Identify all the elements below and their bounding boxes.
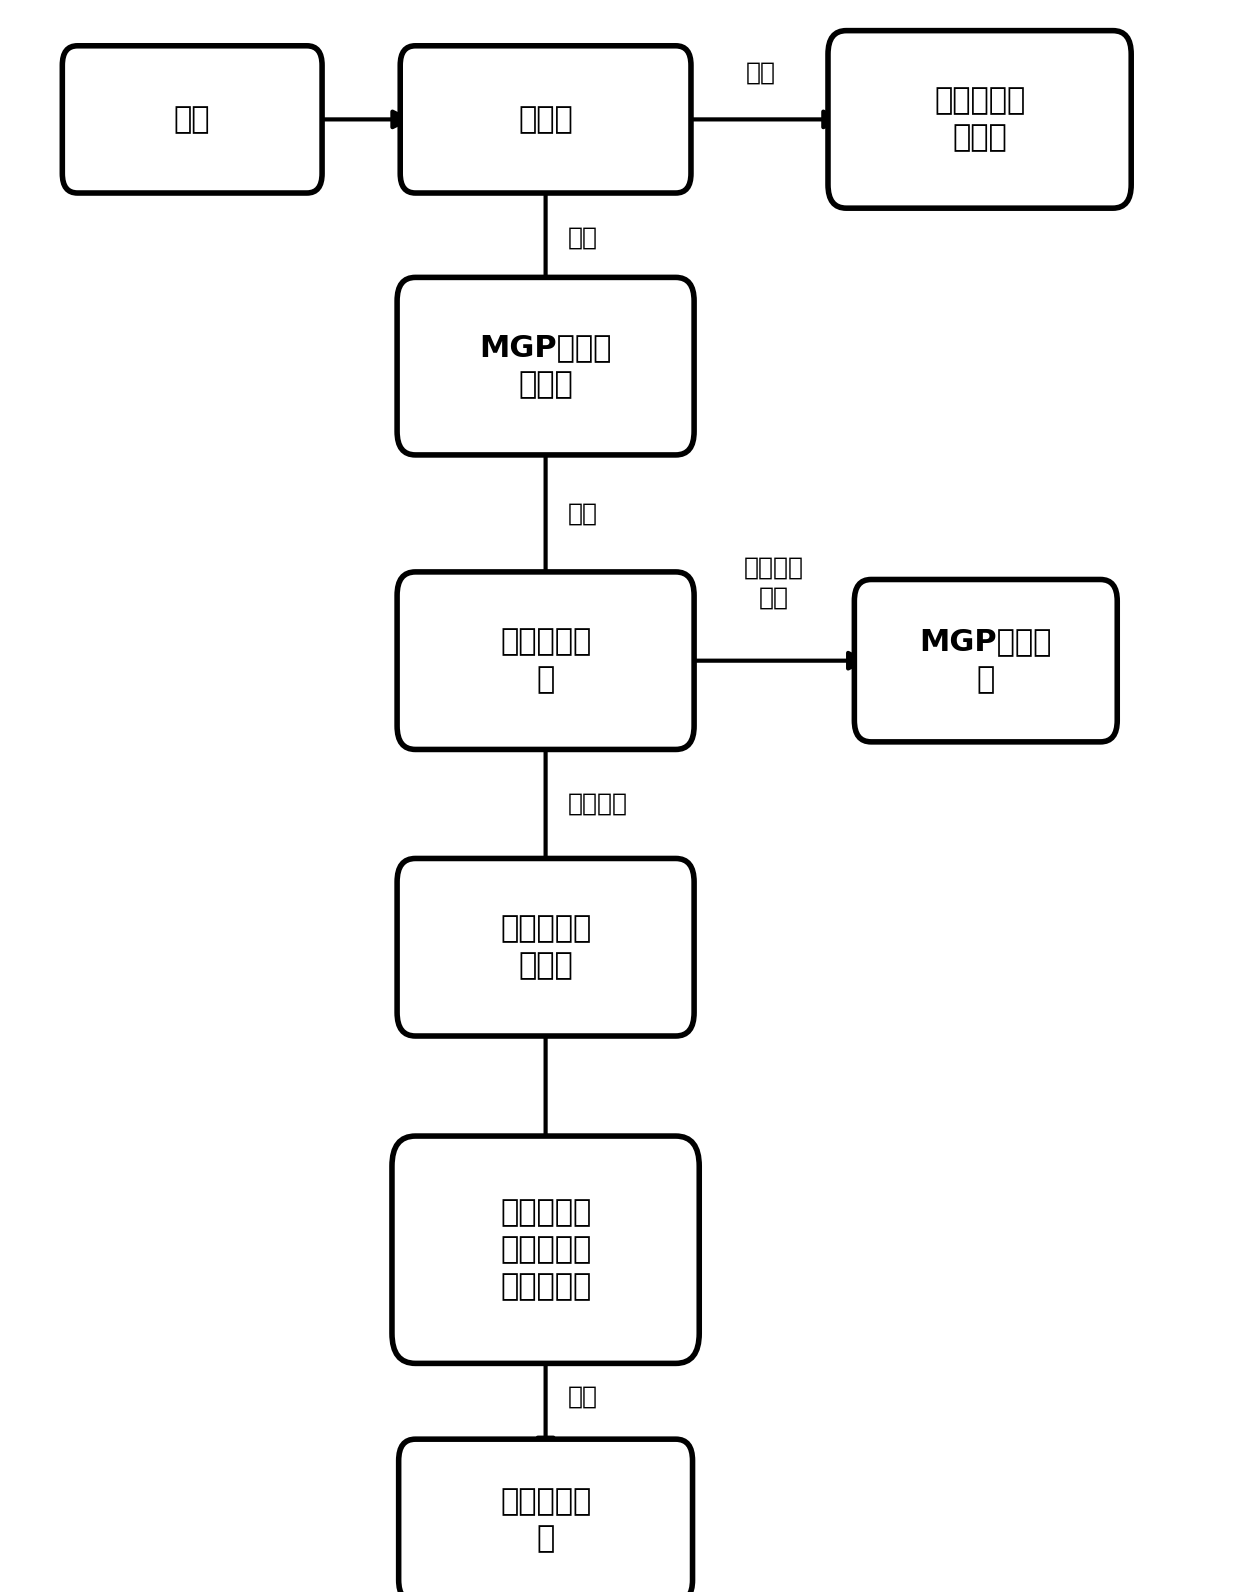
Text: MGP同步转
速运行: MGP同步转 速运行 [480,333,611,400]
Text: 测量测点电
压波形: 测量测点电 压波形 [500,914,591,981]
FancyBboxPatch shape [62,46,322,193]
Text: 分析: 分析 [568,1385,598,1409]
Text: 不同工况: 不同工况 [568,791,627,817]
Text: 检测: 检测 [568,501,598,525]
FancyBboxPatch shape [854,579,1117,742]
Text: 功率反馈控
制装置: 功率反馈控 制装置 [934,86,1025,153]
Text: 启动: 启动 [174,105,211,134]
FancyBboxPatch shape [399,1439,692,1592]
Text: 变频器: 变频器 [518,105,573,134]
FancyBboxPatch shape [401,46,691,193]
Text: 驱动: 驱动 [568,224,598,250]
Text: 满足并网
条件: 满足并网 条件 [744,556,804,610]
FancyBboxPatch shape [828,30,1131,209]
FancyBboxPatch shape [392,1137,699,1363]
Text: 进行傅里叶
变化，获得
频谱图数据: 进行傅里叶 变化，获得 频谱图数据 [500,1199,591,1301]
Text: 接入: 接入 [746,60,776,84]
FancyBboxPatch shape [397,858,694,1036]
Text: 谐波衰减效
果: 谐波衰减效 果 [500,1487,591,1554]
Text: MGP并网运
行: MGP并网运 行 [920,627,1052,694]
FancyBboxPatch shape [397,277,694,455]
Text: 并网两侧电
压: 并网两侧电 压 [500,627,591,694]
FancyBboxPatch shape [397,572,694,750]
